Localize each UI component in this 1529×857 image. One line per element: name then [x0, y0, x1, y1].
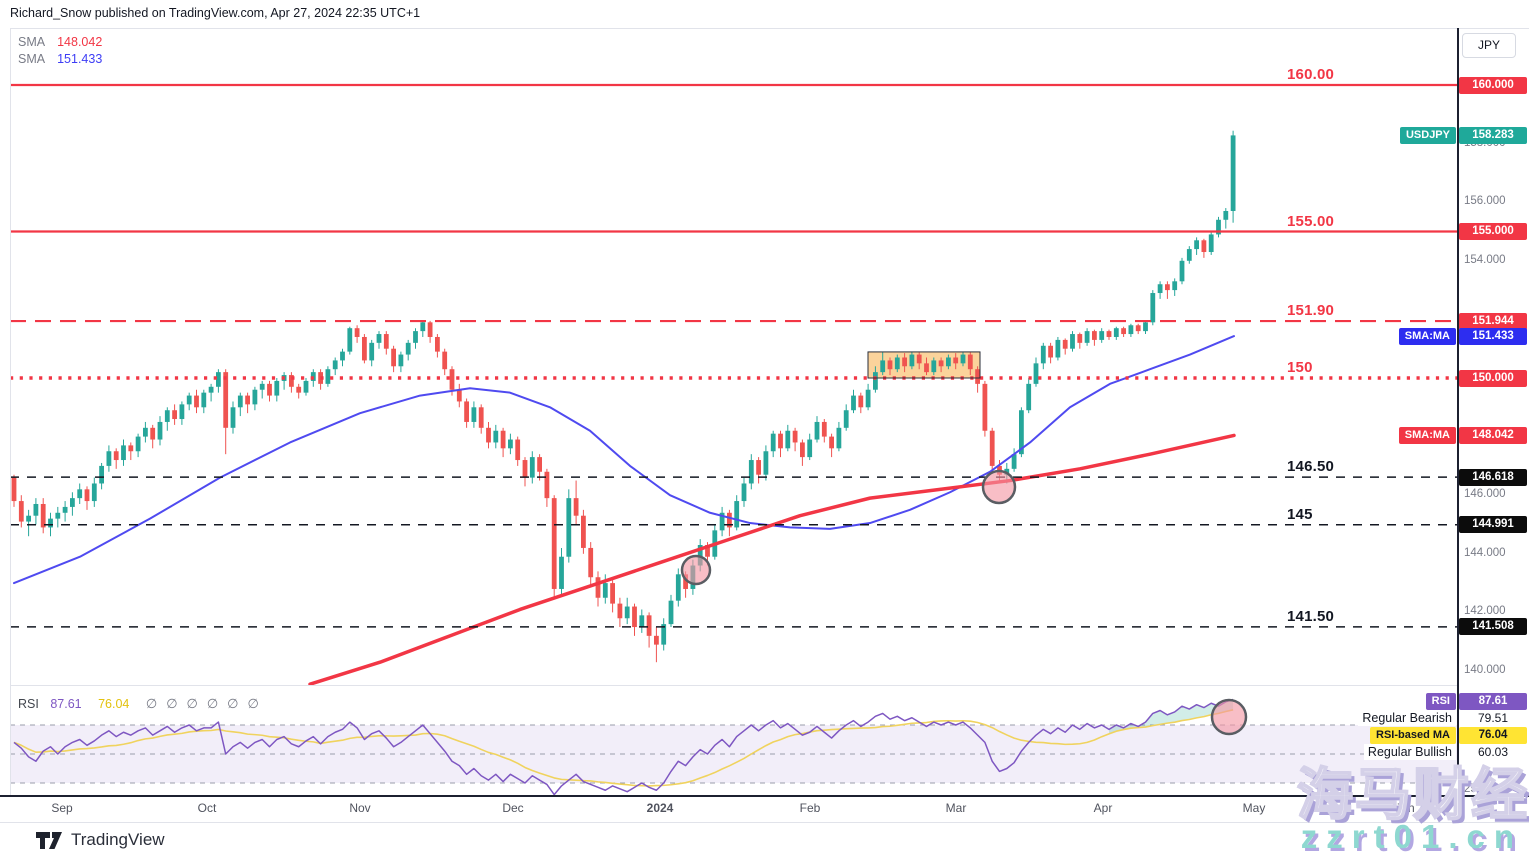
sma-legend: SMA 148.042 SMA 151.433	[18, 34, 102, 68]
price-level-label: 150	[1287, 359, 1313, 376]
price-level-label: 151.90	[1287, 302, 1335, 320]
series-value-badge: 148.042	[1459, 426, 1527, 444]
time-axis-label[interactable]: Nov	[349, 801, 371, 815]
sma2-label: SMA	[18, 52, 46, 66]
rsi-pane-divider	[10, 685, 1458, 686]
rsi-ma-value: 76.04	[98, 697, 130, 711]
time-axis-label[interactable]: Oct	[197, 801, 217, 815]
time-axis-label[interactable]: Dec	[502, 801, 524, 815]
rsi-readout-value: 79.51	[1459, 710, 1527, 726]
empty-param-icon: ∅	[227, 696, 239, 711]
price-level-badge: 155.000	[1459, 223, 1527, 240]
price-scale-tick[interactable]: 144.000	[1464, 546, 1506, 559]
time-axis-label[interactable]: Jun	[1395, 801, 1415, 815]
rsi-label: RSI	[18, 697, 39, 711]
tradingview-brand-text[interactable]: TradingView	[71, 830, 165, 849]
price-level-badge: 160.000	[1459, 76, 1527, 94]
price-level-badge: 144.991	[1459, 516, 1527, 534]
time-axis-label[interactable]: Sep	[51, 801, 73, 815]
chart-left-border	[10, 28, 11, 796]
rsi-readout-label: Regular Bullish	[1363, 744, 1456, 760]
price-scale-tick[interactable]: 156.000	[1464, 195, 1506, 208]
sma1-value: 148.042	[57, 35, 103, 49]
time-axis-divider	[0, 795, 1529, 797]
rsi-readout-value: 87.61	[1459, 693, 1527, 710]
price-scale-tick[interactable]: 146.000	[1464, 488, 1506, 501]
time-axis-label[interactable]: Feb	[799, 801, 821, 815]
rsi-readout-label: RSI	[1425, 693, 1456, 710]
series-tag-badge: USDJPY	[1399, 126, 1456, 144]
empty-param-icon: ∅	[145, 696, 158, 711]
series-tag-badge: SMA:MA	[1398, 426, 1456, 444]
rsi-readout-value: 60.03	[1459, 744, 1527, 760]
price-level-badge: 151.944	[1459, 312, 1527, 330]
series-value-badge: 151.433	[1459, 327, 1527, 345]
rsi-readout-value: 76.04	[1459, 727, 1527, 744]
watermark-url: zzrt01.cn	[1300, 818, 1523, 855]
price-scale-divider[interactable]	[1457, 28, 1459, 796]
rsi-readout-label: Regular Bearish	[1358, 710, 1456, 726]
time-axis-label[interactable]: Apr	[1093, 801, 1113, 815]
time-axis-label[interactable]: Mar	[945, 801, 967, 815]
currency-toggle-button[interactable]: JPY	[1462, 33, 1516, 58]
attribution-bar: TradingView	[0, 823, 1529, 857]
price-level-label: 141.50	[1287, 607, 1335, 625]
series-tag-badge: SMA:MA	[1398, 327, 1456, 345]
time-axis-label[interactable]: 2024	[646, 801, 674, 815]
empty-param-icon: ∅	[166, 696, 178, 711]
price-level-label: 160.00	[1287, 66, 1335, 83]
price-level-badge: 146.618	[1459, 468, 1527, 486]
price-scale-tick[interactable]: 142.000	[1464, 605, 1506, 618]
price-level-badge: 141.508	[1459, 618, 1527, 636]
empty-param-icon: ∅	[206, 696, 219, 711]
watermark-cjk: 海马财经	[1296, 762, 1529, 827]
sma2-value: 151.433	[57, 52, 103, 66]
tradingview-logo-icon[interactable]	[36, 831, 63, 850]
price-level-label: 146.50	[1287, 458, 1335, 476]
rsi-readout-label: RSI-based MA	[1370, 727, 1456, 744]
time-axis-label[interactable]: May	[1242, 801, 1266, 815]
sma1-label: SMA	[18, 35, 46, 49]
rsi-indicator-legend: RSI 87.61 76.04 ∅ ∅ ∅ ∅ ∅ ∅	[18, 696, 268, 712]
rsi-value: 87.61	[50, 697, 82, 711]
header-divider	[10, 28, 1529, 29]
rsi-empty-params: ∅ ∅ ∅ ∅ ∅ ∅	[145, 696, 268, 711]
price-level-label: 155.00	[1287, 212, 1335, 230]
empty-param-icon: ∅	[247, 696, 259, 711]
publish-byline: Richard_Snow published on TradingView.co…	[10, 6, 421, 20]
price-level-badge: 150.000	[1459, 369, 1527, 387]
rsi-scale-tick[interactable]: 25.00	[1464, 783, 1493, 796]
empty-param-icon: ∅	[186, 696, 198, 711]
series-value-badge: 158.283	[1459, 126, 1527, 144]
footer-divider	[0, 822, 1529, 823]
price-scale-tick[interactable]: 140.000	[1464, 664, 1506, 676]
price-scale-tick[interactable]: 154.000	[1464, 253, 1506, 266]
price-level-label: 145	[1287, 505, 1313, 523]
